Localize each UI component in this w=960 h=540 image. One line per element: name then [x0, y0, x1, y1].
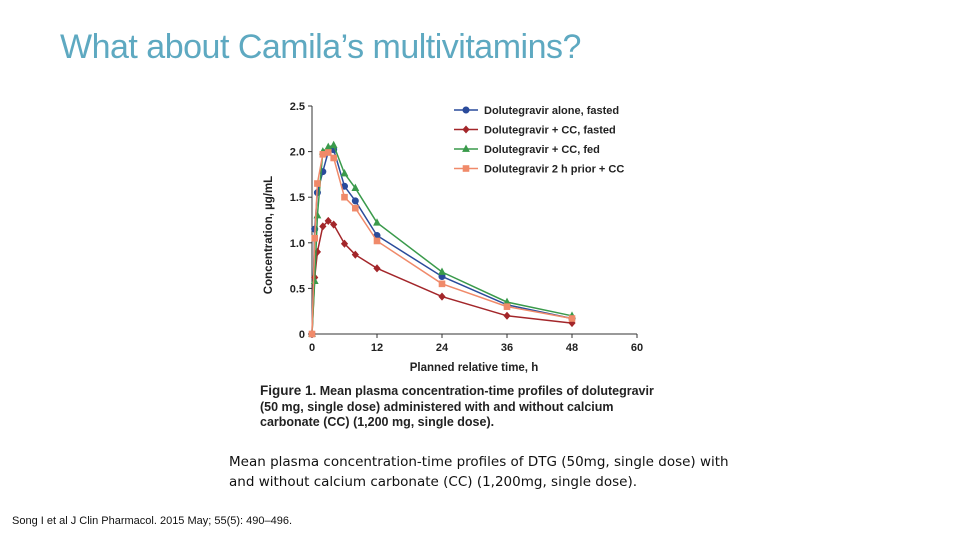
- data-point: [438, 292, 446, 301]
- legend-entry: Dolutegravir + CC, fasted: [454, 125, 616, 137]
- data-point: [373, 237, 381, 245]
- data-point: [330, 220, 338, 229]
- y-axis-label: Concentration, µg/mL: [263, 176, 275, 294]
- data-point: [462, 144, 470, 152]
- data-point: [438, 280, 446, 288]
- data-point: [308, 330, 316, 338]
- y-tick-label: 0: [299, 329, 305, 341]
- data-point: [340, 169, 349, 177]
- y-tick-label: 1.0: [290, 238, 305, 250]
- data-point: [438, 267, 446, 275]
- series-line: [311, 219, 573, 335]
- data-point: [330, 154, 337, 162]
- y-tick-label: 2.0: [290, 147, 305, 159]
- data-point: [503, 311, 511, 320]
- y-tick-label: 2.5: [290, 101, 305, 113]
- chart-series: [308, 140, 576, 339]
- legend-label: Dolutegravir alone, fasted: [484, 105, 619, 117]
- slide-caption: Mean plasma concentration-time profiles …: [229, 454, 729, 490]
- chart-legend: Dolutegravir alone, fasted Dolutegravir +…: [454, 105, 624, 176]
- legend-label: Dolutegravir 2 h prior + CC: [484, 164, 624, 176]
- series-line: [311, 148, 573, 335]
- y-tick-label: 1.5: [290, 192, 305, 204]
- legend-label: Dolutegravir + CC, fed: [484, 144, 600, 156]
- legend-entry: Dolutegravir alone, fasted: [454, 105, 619, 117]
- citation: Song I et al J Clin Pharmacol. 2015 May;…: [12, 515, 293, 527]
- legend-entry: Dolutegravir 2 h prior + CC: [454, 164, 624, 176]
- data-point: [351, 183, 360, 191]
- x-tick-label: 0: [309, 342, 315, 354]
- x-tick-label: 60: [631, 342, 643, 354]
- data-point: [341, 193, 348, 201]
- x-tick-label: 36: [501, 342, 513, 354]
- y-tick-label: 0.5: [290, 283, 305, 295]
- data-point: [319, 222, 327, 231]
- series-4: [308, 149, 576, 338]
- figure-caption-text: Mean plasma concentration-time profiles …: [260, 384, 654, 429]
- data-point: [462, 125, 470, 134]
- figure-caption: Figure 1. Mean plasma concentration-time…: [260, 383, 660, 431]
- data-point: [462, 165, 470, 172]
- data-point: [568, 315, 576, 322]
- data-point: [351, 197, 359, 205]
- concentration-time-chart: 0 0.5 1.0 1.5 2.0 2.5 0 12 24 36 48 60 Dolutegravir…: [263, 101, 643, 374]
- figure-caption-label: Figure 1.: [260, 383, 317, 398]
- data-point: [324, 216, 332, 225]
- x-tick-label: 12: [371, 342, 383, 354]
- x-axis-label: Planned relative time, h: [410, 362, 538, 374]
- data-point: [462, 106, 470, 114]
- data-point: [314, 180, 321, 187]
- data-point: [503, 303, 511, 310]
- data-point: [373, 264, 381, 273]
- series-line: [311, 144, 573, 335]
- data-point: [340, 239, 349, 248]
- legend-label: Dolutegravir + CC, fasted: [484, 125, 616, 137]
- data-point: [324, 149, 332, 156]
- data-point: [311, 234, 319, 242]
- slide-title: What about Camila’s multivitamins?: [60, 28, 581, 66]
- data-point: [351, 250, 359, 259]
- series-2: [308, 216, 576, 339]
- x-tick-label: 48: [566, 342, 578, 354]
- legend-entry: Dolutegravir + CC, fed: [454, 144, 600, 156]
- chart-axes: 0 0.5 1.0 1.5 2.0 2.5 0 12 24 36 48 60: [290, 101, 643, 354]
- data-point: [329, 140, 338, 149]
- series-line: [311, 151, 573, 335]
- data-point: [319, 151, 327, 158]
- data-point: [373, 218, 381, 226]
- data-point: [352, 204, 359, 212]
- x-tick-label: 24: [436, 342, 449, 354]
